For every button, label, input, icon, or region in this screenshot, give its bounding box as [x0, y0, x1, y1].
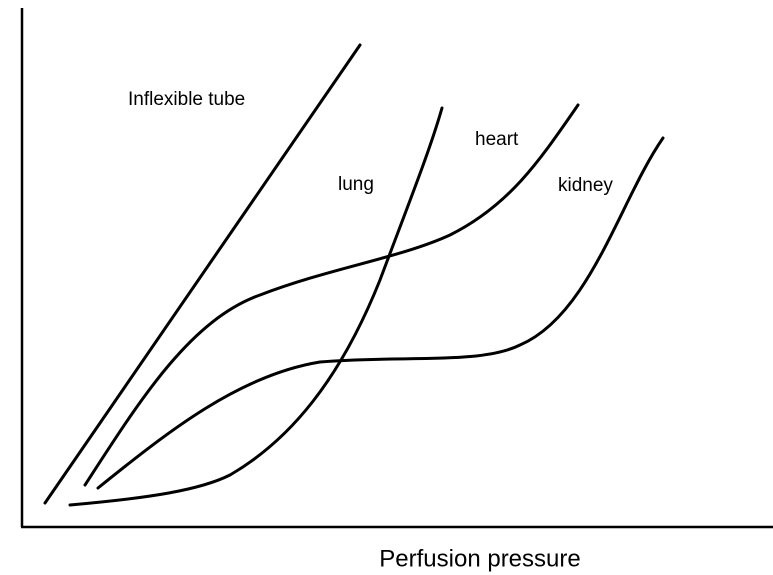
curve-label: heart: [475, 129, 519, 150]
heart-curve: [83, 103, 580, 487]
inflexible-tube-curve: [43, 43, 362, 505]
curve-label: kidney: [558, 175, 613, 196]
curve-label: lung: [338, 174, 374, 195]
kidney-curve: [96, 136, 665, 490]
x-axis-label: Perfusion pressure: [379, 545, 580, 572]
lung-curve: [68, 106, 444, 507]
curve-label: Inflexible tube: [128, 89, 245, 110]
